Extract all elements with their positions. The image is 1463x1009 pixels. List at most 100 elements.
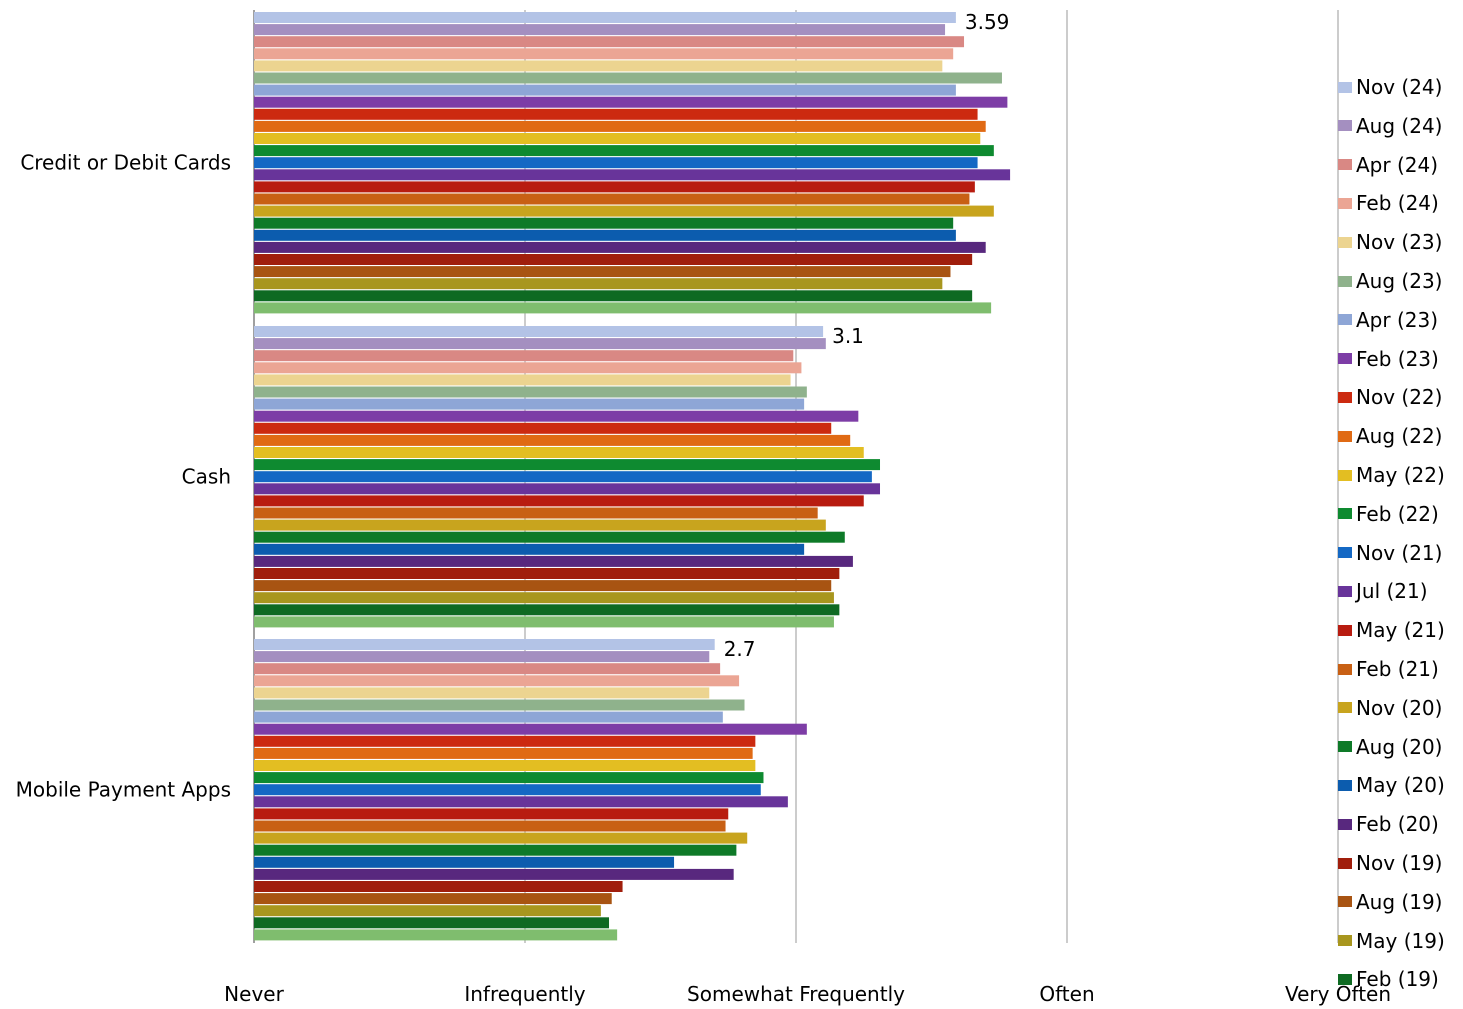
legend-label: Nov (23) [1356, 230, 1443, 255]
bar [254, 483, 881, 495]
legend-label: Apr (24) [1356, 152, 1439, 177]
legend-item: May (20) [1338, 773, 1445, 797]
bar [254, 434, 851, 446]
bar [254, 820, 726, 832]
legend-item: Nov (20) [1338, 696, 1442, 720]
bar [254, 868, 734, 880]
legend-label: Aug (22) [1356, 424, 1443, 449]
bar [254, 181, 975, 193]
bar [254, 362, 802, 374]
bar [254, 881, 623, 892]
legend-item: Jul (21) [1338, 579, 1428, 603]
legend-swatch [1338, 353, 1352, 365]
category-label: Cash [182, 464, 231, 488]
legend-swatch [1338, 120, 1352, 132]
bar [254, 447, 864, 458]
legend-label: May (20) [1356, 773, 1445, 798]
bar [254, 36, 965, 48]
legend-item: May (22) [1338, 463, 1445, 487]
x-tick-label: Infrequently [464, 982, 585, 1006]
bar [254, 784, 761, 796]
bar [254, 60, 943, 72]
bar [254, 72, 1002, 84]
legend-item: Aug (22) [1338, 424, 1442, 448]
legend-swatch [1338, 896, 1352, 908]
legend-label: Feb (19) [1356, 967, 1439, 992]
legend-swatch [1338, 314, 1352, 326]
x-tick-label: Very Often [1285, 982, 1391, 1006]
bar [254, 495, 864, 507]
legend-swatch [1338, 663, 1352, 675]
legend-swatch [1338, 585, 1352, 597]
legend-item: Aug (20) [1338, 735, 1442, 759]
bar [254, 675, 740, 687]
bar [254, 568, 840, 579]
bar [254, 592, 834, 604]
legend-label: May (22) [1356, 463, 1445, 487]
legend-label: Nov (22) [1356, 385, 1443, 410]
legend-label: Jul (21) [1356, 579, 1428, 604]
legend-item: Feb (24) [1338, 191, 1439, 215]
legend-item: Apr (23) [1338, 308, 1438, 332]
bar [254, 205, 994, 217]
bar [254, 844, 737, 856]
legend-swatch [1338, 236, 1352, 248]
bar [254, 241, 986, 253]
bar [254, 711, 723, 723]
legend-item: Nov (22) [1338, 385, 1442, 409]
bar [254, 663, 721, 675]
legend-swatch [1338, 547, 1352, 559]
legend-swatch [1338, 391, 1352, 403]
legend-label: Feb (24) [1356, 191, 1439, 216]
bar [254, 747, 753, 759]
legend-swatch [1338, 702, 1352, 714]
legend-swatch [1338, 430, 1352, 442]
bar [254, 422, 832, 434]
labels: Never Infrequently Somewhat Frequently Ofte… [16, 10, 1391, 1006]
bar [254, 374, 791, 386]
data-label: 3.59 [965, 10, 1010, 34]
legend-item: Aug (24) [1338, 114, 1442, 138]
legend-swatch [1338, 779, 1352, 791]
bar [254, 893, 612, 905]
bar [254, 398, 805, 410]
legend-label: Feb (21) [1356, 657, 1439, 681]
legend-swatch [1338, 469, 1352, 481]
legend-label: Aug (23) [1356, 269, 1443, 293]
bar [254, 338, 826, 350]
bars [254, 12, 1011, 941]
bar [254, 410, 859, 422]
bar [254, 580, 832, 592]
bar [254, 326, 824, 337]
bar [254, 120, 986, 132]
legend-label: Nov (21) [1356, 540, 1443, 565]
legend-item: Feb (20) [1338, 812, 1439, 836]
legend-item: May (19) [1338, 929, 1445, 953]
bar [254, 350, 794, 362]
bar [254, 96, 1008, 108]
legend-item: Feb (22) [1338, 502, 1439, 526]
bar [254, 796, 788, 808]
bar [254, 856, 675, 868]
legend-label: May (21) [1356, 618, 1445, 643]
legend-item: Aug (23) [1338, 269, 1442, 293]
bar [254, 12, 956, 23]
bar [254, 555, 853, 567]
bar [254, 24, 946, 36]
legend-item: Nov (21) [1338, 541, 1442, 565]
legend-swatch [1338, 159, 1352, 171]
bar [254, 760, 756, 771]
bar [254, 266, 951, 278]
bar [254, 639, 715, 650]
bar [254, 687, 710, 699]
bar [254, 616, 834, 628]
legend-swatch [1338, 81, 1352, 93]
legend-label: Aug (24) [1356, 113, 1443, 138]
bar [254, 459, 881, 471]
bar [254, 254, 973, 265]
legend-swatch [1338, 818, 1352, 830]
bar [254, 48, 954, 60]
bar [254, 84, 956, 96]
legend-swatch [1338, 973, 1352, 985]
bar [254, 108, 978, 120]
